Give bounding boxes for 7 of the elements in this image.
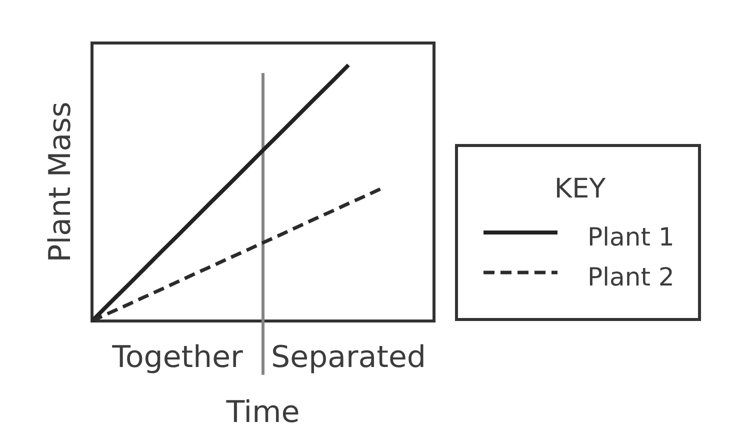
- x-tick-label: Together: [112, 344, 243, 374]
- legend-label: Plant 2: [590, 266, 672, 286]
- y-axis-title: Plant Mass: [47, 103, 70, 260]
- x-tick-label: Separated: [273, 344, 424, 374]
- legend-title: KEY: [557, 178, 606, 198]
- legend-label: Plant 1: [590, 226, 672, 246]
- x-axis-title: Time: [226, 399, 298, 422]
